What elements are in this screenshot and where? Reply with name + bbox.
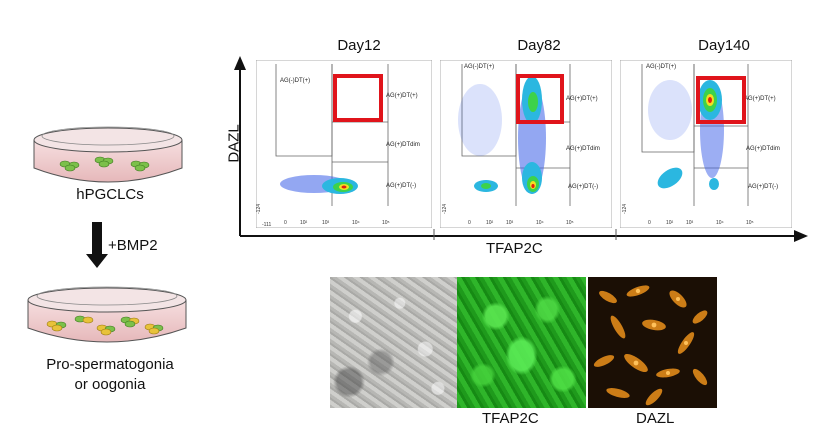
top-culture-dish <box>33 126 183 183</box>
svg-text:-124: -124 <box>442 204 448 214</box>
svg-text:10⁵: 10⁵ <box>746 220 754 226</box>
svg-text:-111: -111 <box>262 222 271 228</box>
dazl-micrograph <box>588 277 717 408</box>
gate-label-pos-dim: AG(+)DTdim <box>386 142 420 148</box>
svg-text:0: 0 <box>648 220 651 226</box>
bmp2-label: +BMP2 <box>108 237 158 254</box>
flow-plot-day82: AG(-)DT(+) AG(+)DT(+) AG(+)DTdim AG(+)DT… <box>440 60 612 228</box>
population-cloud <box>648 80 724 190</box>
dazl-label: DAZL <box>636 410 675 427</box>
svg-text:AG(+)DT(-): AG(+)DT(-) <box>748 184 778 190</box>
bottom-culture-dish <box>27 286 187 343</box>
brightfield-micrograph <box>330 277 457 408</box>
svg-text:10⁴: 10⁴ <box>716 220 724 226</box>
plot-title-day82: Day82 <box>517 37 561 54</box>
flow-plot-day140: AG(-)DT(+) AG(+)DT(+) AG(+)DTdim AG(+)DT… <box>620 60 792 228</box>
svg-text:10³: 10³ <box>322 220 330 226</box>
x-axis-label: TFAP2C <box>486 240 543 257</box>
svg-text:10⁵: 10⁵ <box>382 220 390 226</box>
svg-text:AG(-)DT(+): AG(-)DT(+) <box>646 64 676 70</box>
highlight-gate-box <box>696 76 746 124</box>
svg-text:10²: 10² <box>666 220 674 226</box>
svg-text:AG(-)DT(+): AG(-)DT(+) <box>464 64 494 70</box>
plot-title-day140: Day140 <box>698 37 750 54</box>
svg-text:10⁵: 10⁵ <box>566 220 574 226</box>
svg-text:AG(+)DT(+): AG(+)DT(+) <box>744 96 776 102</box>
population-cloud <box>280 175 358 194</box>
svg-text:-124: -124 <box>256 204 262 214</box>
svg-text:10³: 10³ <box>686 220 694 226</box>
dazl-cells <box>593 285 708 406</box>
svg-text:-124: -124 <box>622 204 628 214</box>
highlight-gate-box <box>516 74 564 124</box>
svg-text:AG(+)DT(+): AG(+)DT(+) <box>566 96 598 102</box>
gate-label-neg-pos: AG(-)DT(+) <box>280 78 310 84</box>
svg-text:AG(+)DT(-): AG(+)DT(-) <box>568 184 598 190</box>
tfap2c-micrograph <box>457 277 586 408</box>
svg-text:10⁴: 10⁴ <box>352 220 360 226</box>
hpgclcs-label: hPGCLCs <box>76 186 144 203</box>
highlight-gate-box <box>333 74 383 122</box>
svg-text:0: 0 <box>284 220 287 226</box>
svg-text:AG(+)DTdim: AG(+)DTdim <box>746 146 780 152</box>
oogonia-label: or oogonia <box>74 376 146 393</box>
flow-plot-day12: AG(-)DT(+) AG(+)DT(+) AG(+)DTdim AG(+)DT… <box>256 60 432 228</box>
population-cloud <box>458 76 546 194</box>
plot-title-day12: Day12 <box>337 37 381 54</box>
svg-text:10³: 10³ <box>506 220 514 226</box>
gate-label-pos-neg: AG(+)DT(-) <box>386 183 416 189</box>
svg-text:10²: 10² <box>300 220 308 226</box>
gate-label-pos-pos: AG(+)DT(+) <box>386 93 418 99</box>
svg-text:10²: 10² <box>486 220 494 226</box>
pro-spermatogonia-label: Pro-spermatogonia <box>46 356 174 373</box>
mixed-cell-clusters <box>46 315 164 336</box>
svg-text:0: 0 <box>468 220 471 226</box>
y-axis-label: DAZL <box>225 124 243 163</box>
svg-text:AG(+)DTdim: AG(+)DTdim <box>566 146 600 152</box>
tfap2c-label: TFAP2C <box>482 410 539 427</box>
down-arrow <box>86 222 108 268</box>
cell-clusters <box>59 156 150 172</box>
svg-text:10⁴: 10⁴ <box>536 220 544 226</box>
